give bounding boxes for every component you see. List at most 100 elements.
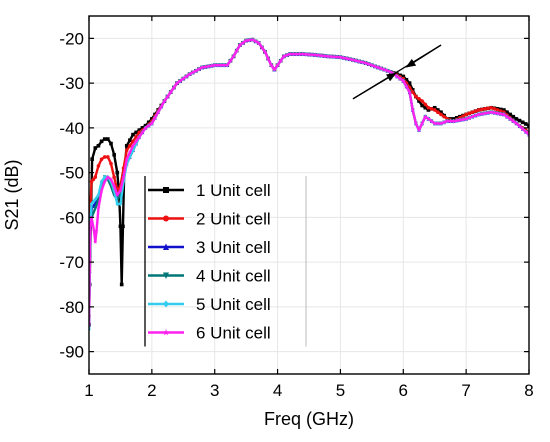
series-5-point (99, 179, 104, 184)
series-6-point (454, 118, 459, 123)
legend-swatch-marker (163, 215, 169, 222)
series-1-point (128, 138, 132, 142)
legend-label: 5 Unit cell (196, 295, 271, 314)
series-6-point (209, 63, 214, 68)
legend-swatch-marker (163, 272, 169, 279)
series-1-point (407, 81, 412, 85)
series-6-point (171, 85, 177, 90)
series-6-point (291, 51, 296, 56)
series-6-point (394, 74, 400, 79)
series-1-point (93, 146, 98, 150)
series-6-point (347, 56, 353, 62)
series-6-point (501, 112, 507, 117)
series-6-point (203, 64, 208, 69)
series-6-point (181, 76, 186, 81)
series-6-point (206, 63, 211, 69)
series-1-line (89, 38, 529, 325)
x-axis-title: Freq (GHz) (264, 409, 354, 429)
series-6-point (199, 65, 205, 70)
series-6-markers (89, 37, 529, 327)
series-6-point (262, 49, 268, 54)
series-1-point (502, 108, 506, 112)
legend-label: 1 Unit cell (196, 181, 271, 200)
series-6-point (363, 60, 368, 65)
series-2-point (467, 111, 472, 116)
y-tick-label: -70 (59, 253, 84, 272)
series-6-point (91, 228, 97, 233)
series-6-point (137, 134, 142, 139)
series-1-point (115, 170, 120, 175)
series-6-point (410, 107, 415, 112)
series-6-point (152, 115, 158, 120)
series-6-point (221, 62, 227, 68)
y-tick-label: -90 (59, 343, 84, 362)
series-1-point (131, 132, 135, 137)
series-6-point (94, 228, 99, 233)
series-1-point (439, 110, 443, 115)
series-6-point (187, 71, 192, 77)
series-6-point (309, 52, 315, 57)
series-6-point (438, 121, 444, 126)
series-6-point (463, 116, 469, 121)
x-tick-label: 8 (524, 381, 533, 400)
series-2-point (495, 108, 500, 112)
series-6-point (344, 56, 349, 61)
series-5-point (118, 201, 123, 207)
series-6-point (89, 223, 93, 229)
series-6-point (432, 121, 437, 126)
series-6-point (240, 40, 246, 45)
x-tick-label: 6 (399, 381, 408, 400)
series-6-point (520, 126, 525, 131)
series-2-point (112, 175, 116, 179)
series-6-point (162, 98, 167, 103)
series-6-point (231, 53, 236, 59)
legend-swatch-marker (163, 300, 169, 308)
series-2-point (461, 114, 465, 118)
series-6-point (375, 65, 381, 70)
series-6-point (492, 110, 497, 115)
legend-entry-6: 6 Unit cell (148, 324, 271, 343)
series-6-point (140, 129, 145, 135)
series-6-point (385, 68, 390, 73)
series-6-point (413, 121, 419, 126)
legend-swatch-marker (163, 243, 169, 250)
series-2-point (498, 109, 503, 113)
y-axis-title: S21 (dB) (2, 159, 22, 230)
series-1-point (524, 122, 528, 126)
y-tick-label: -20 (59, 29, 84, 48)
series-6-point (143, 125, 148, 130)
series-6-point (489, 109, 494, 115)
series-6-point (473, 113, 478, 118)
legend-entry-2: 2 Unit cell (148, 210, 271, 229)
series-6-point (287, 51, 293, 56)
series-1-point (146, 120, 151, 125)
series-2-point (410, 90, 415, 94)
y-tick-label: -30 (59, 74, 84, 93)
series-4-point (93, 206, 98, 211)
series-2-point (426, 105, 431, 110)
legend-swatch-marker (163, 187, 169, 193)
series-1-point (109, 141, 113, 146)
series-2-point (96, 164, 101, 168)
series-1-point (423, 105, 428, 110)
series-6-point (108, 176, 114, 182)
series-6-point (382, 67, 387, 72)
series-6-point (294, 51, 299, 56)
series-4 (89, 37, 529, 323)
series-6-point (250, 37, 255, 42)
series-6-point (357, 59, 362, 64)
series-6-point (460, 117, 466, 122)
series-2-point (99, 157, 104, 161)
series-6-point (319, 53, 324, 58)
series-6-point (284, 52, 290, 58)
series-6-point (105, 174, 111, 180)
series-6-point (401, 78, 406, 83)
x-tick-label: 5 (336, 381, 345, 400)
series-6-point (306, 52, 312, 57)
series-6-point (514, 121, 519, 126)
legend-label: 2 Unit cell (196, 210, 271, 229)
series-6-point (121, 174, 126, 180)
series-1-point (505, 110, 509, 115)
legend-entry-4: 4 Unit cell (148, 267, 271, 286)
series-6-point (507, 116, 513, 121)
